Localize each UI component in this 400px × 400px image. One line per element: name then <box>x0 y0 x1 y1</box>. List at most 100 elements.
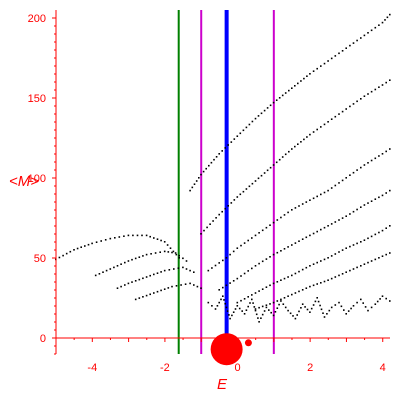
data-point <box>178 254 180 257</box>
data-point <box>163 269 166 272</box>
data-point <box>367 202 369 204</box>
data-point <box>212 220 214 222</box>
data-point <box>84 245 86 247</box>
data-point <box>116 287 119 289</box>
data-point <box>251 298 253 301</box>
data-point <box>374 88 377 91</box>
data-point <box>316 67 318 70</box>
data-point <box>58 256 61 259</box>
data-point <box>363 164 366 166</box>
data-point <box>320 193 322 196</box>
data-point <box>298 205 300 207</box>
data-point <box>214 308 217 310</box>
data-point <box>360 166 362 169</box>
data-point <box>281 94 284 97</box>
data-point <box>356 301 358 304</box>
data-point <box>276 251 279 254</box>
data-point <box>229 253 231 256</box>
data-point <box>269 104 272 107</box>
data-point <box>280 298 282 301</box>
data-point <box>283 214 286 216</box>
data-point <box>364 306 367 308</box>
data-point <box>330 187 333 189</box>
data-point <box>95 241 98 243</box>
data-point <box>326 313 328 315</box>
data-point <box>327 60 329 62</box>
data-point <box>173 268 175 270</box>
data-point <box>114 237 116 239</box>
data-point <box>240 299 242 302</box>
data-point <box>138 256 141 258</box>
data-point <box>306 308 309 311</box>
data-point <box>202 170 205 173</box>
data-point <box>254 309 257 312</box>
data-point <box>312 304 315 306</box>
data-point <box>356 266 358 269</box>
y-tick-label: 100 <box>28 173 46 185</box>
data-point <box>289 312 292 315</box>
data-point <box>265 304 268 306</box>
data-point <box>211 267 213 269</box>
data-point <box>338 113 340 115</box>
data-point <box>185 260 188 262</box>
data-point <box>120 285 122 288</box>
data-point <box>220 298 222 301</box>
data-point <box>338 274 340 277</box>
data-point <box>367 237 369 240</box>
data-point <box>330 306 333 309</box>
data-point <box>312 232 315 235</box>
data-point <box>330 57 333 60</box>
data-point <box>330 255 333 257</box>
data-point <box>360 298 362 301</box>
data-point <box>370 306 373 309</box>
data-point <box>327 225 329 227</box>
y-tick-label: 50 <box>34 253 46 265</box>
data-point <box>376 300 379 303</box>
data-point <box>312 131 315 133</box>
data-point <box>163 250 166 253</box>
data-point <box>156 290 159 293</box>
data-point <box>272 314 275 317</box>
data-point <box>341 217 344 219</box>
data-point <box>288 150 290 153</box>
data-point <box>177 267 180 269</box>
data-point <box>269 256 271 258</box>
data-point <box>263 109 266 112</box>
data-point <box>225 257 228 259</box>
data-point <box>136 234 139 237</box>
data-point <box>182 257 184 260</box>
data-point <box>296 314 298 316</box>
data-point <box>159 251 161 253</box>
data-point <box>251 294 253 296</box>
data-point <box>327 121 329 123</box>
data-point <box>229 317 231 320</box>
data-point <box>275 99 278 101</box>
data-point <box>305 236 308 239</box>
data-point <box>363 204 366 206</box>
data-point <box>257 317 259 319</box>
data-point <box>260 317 262 319</box>
data-point <box>389 252 391 254</box>
data-point <box>232 311 235 313</box>
data-point <box>224 147 226 149</box>
data-point <box>309 234 311 237</box>
data-point <box>294 272 297 275</box>
data-point <box>278 97 281 99</box>
data-point <box>349 245 351 248</box>
data-point <box>319 304 321 307</box>
data-point <box>360 37 362 39</box>
data-point <box>292 315 294 317</box>
data-point <box>323 123 326 126</box>
data-point <box>272 221 275 224</box>
data-point <box>287 295 289 297</box>
data-point <box>374 233 377 236</box>
data-point <box>230 141 233 143</box>
data-point <box>385 192 387 194</box>
data-point <box>171 285 173 288</box>
data-point <box>160 271 162 273</box>
data-point <box>316 128 318 131</box>
data-point <box>349 269 351 272</box>
data-point <box>265 226 268 229</box>
data-point <box>175 285 178 287</box>
data-point <box>239 132 242 135</box>
